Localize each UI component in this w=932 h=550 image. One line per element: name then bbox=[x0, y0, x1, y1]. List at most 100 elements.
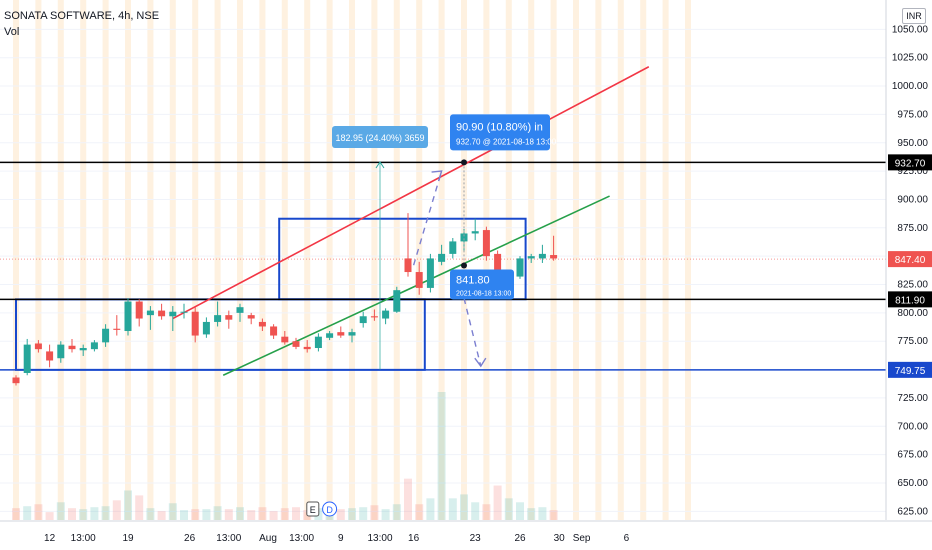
candle-body bbox=[180, 311, 188, 313]
candle-body bbox=[90, 342, 98, 350]
volume-bar bbox=[471, 502, 480, 520]
candle-body bbox=[12, 377, 20, 384]
volume-bar bbox=[12, 508, 20, 520]
price-tick-label: 775.00 bbox=[897, 336, 928, 347]
price-tick-label: 975.00 bbox=[897, 109, 928, 120]
session-band bbox=[304, 0, 311, 520]
volume-bar bbox=[348, 508, 356, 520]
session-band bbox=[326, 0, 333, 520]
volume-bar bbox=[460, 494, 468, 520]
callout-up-detail: 932.70 @ 2021-08-18 13:00 bbox=[456, 137, 557, 146]
session-band bbox=[573, 0, 579, 520]
time-tick-label: 13:00 bbox=[71, 533, 96, 544]
candle-body bbox=[169, 311, 177, 317]
currency-badge[interactable]: INR bbox=[902, 8, 926, 24]
volume-bar bbox=[213, 506, 222, 520]
volume-bar bbox=[538, 507, 547, 520]
measure-label: 182.95 (24.40%) 3659 bbox=[335, 133, 424, 143]
volume-bar bbox=[191, 509, 200, 520]
measure-arrow bbox=[375, 161, 385, 169]
session-band bbox=[147, 0, 154, 520]
price-tick-label: 900.00 bbox=[897, 194, 928, 205]
price-tick-label: 1000.00 bbox=[892, 81, 929, 92]
session-band bbox=[169, 0, 176, 520]
volume-bar bbox=[236, 507, 244, 520]
volume-bar bbox=[504, 498, 513, 520]
projection-arrow bbox=[474, 357, 487, 368]
projection-arrow bbox=[431, 170, 443, 182]
candle-body bbox=[236, 307, 244, 313]
volume-bar bbox=[527, 508, 536, 520]
candle-body bbox=[124, 301, 132, 332]
projection-path bbox=[412, 170, 443, 266]
volume-bar bbox=[269, 511, 278, 520]
candle-body bbox=[34, 343, 42, 350]
volume-bar bbox=[168, 503, 177, 520]
event-marker bbox=[306, 501, 320, 517]
time-tick-label: 19 bbox=[122, 533, 134, 544]
session-band bbox=[57, 0, 64, 520]
symbol-title[interactable]: SONATA SOFTWARE, 4h, NSE bbox=[4, 10, 160, 22]
volume-bar bbox=[549, 510, 558, 520]
time-tick-label: Aug bbox=[259, 533, 277, 544]
candle-body bbox=[158, 310, 166, 317]
candle-body bbox=[23, 344, 31, 373]
session-band bbox=[505, 0, 512, 520]
event-label: D bbox=[326, 505, 333, 515]
candle-body bbox=[326, 333, 334, 338]
callout-down-box bbox=[450, 269, 514, 300]
time-tick-label: 12 bbox=[44, 533, 56, 544]
session-band bbox=[617, 0, 624, 520]
volume-bar bbox=[482, 504, 491, 520]
candle-body bbox=[438, 253, 446, 262]
candle-body bbox=[146, 310, 154, 316]
time-tick-label: 13:00 bbox=[216, 533, 241, 544]
session-band bbox=[102, 0, 109, 520]
event-marker bbox=[322, 501, 338, 517]
time-tick-label: 16 bbox=[408, 533, 420, 544]
time-tick-label: Sep bbox=[573, 533, 591, 544]
candle-body bbox=[258, 321, 266, 327]
candle-body bbox=[135, 301, 143, 319]
volume-bar bbox=[23, 506, 32, 520]
current-price-marker bbox=[888, 251, 932, 268]
volume-bar bbox=[45, 512, 54, 520]
callout-down-title: 841.80 bbox=[456, 274, 490, 286]
candle-body bbox=[538, 253, 546, 259]
volume-bar bbox=[493, 485, 502, 520]
candle-body bbox=[482, 230, 490, 257]
session-band bbox=[214, 0, 221, 520]
volume-bar bbox=[79, 509, 88, 520]
session-band bbox=[371, 0, 378, 520]
volume-bar bbox=[135, 495, 144, 520]
volume-bar bbox=[381, 509, 390, 520]
volume-bar bbox=[101, 506, 110, 520]
volume-label: Vol bbox=[4, 26, 20, 38]
session-band bbox=[349, 0, 355, 520]
candle-body bbox=[348, 332, 356, 336]
candle-body bbox=[359, 316, 367, 324]
price-tick-label: 675.00 bbox=[897, 450, 928, 461]
price-axis-marker bbox=[888, 154, 932, 171]
price-axis-marker-label: 932.70 bbox=[895, 158, 926, 169]
candle-body bbox=[426, 258, 434, 288]
volume-bar bbox=[516, 502, 524, 520]
session-band bbox=[259, 0, 266, 520]
candle-body bbox=[516, 258, 524, 277]
candle-body bbox=[393, 290, 401, 312]
volume-bar bbox=[392, 504, 401, 520]
price-tick-label: 1025.00 bbox=[892, 53, 929, 64]
candle-body bbox=[113, 328, 121, 330]
time-tick-label: 6 bbox=[624, 533, 630, 544]
candle-body bbox=[102, 328, 110, 343]
volume-bar bbox=[404, 478, 412, 520]
time-tick-label: 23 bbox=[470, 533, 482, 544]
volume-bar bbox=[112, 500, 121, 520]
volume-bar bbox=[247, 510, 256, 520]
price-axis-bg bbox=[886, 0, 932, 550]
session-band bbox=[125, 0, 131, 520]
session-band bbox=[80, 0, 87, 520]
candle-body bbox=[202, 321, 210, 335]
